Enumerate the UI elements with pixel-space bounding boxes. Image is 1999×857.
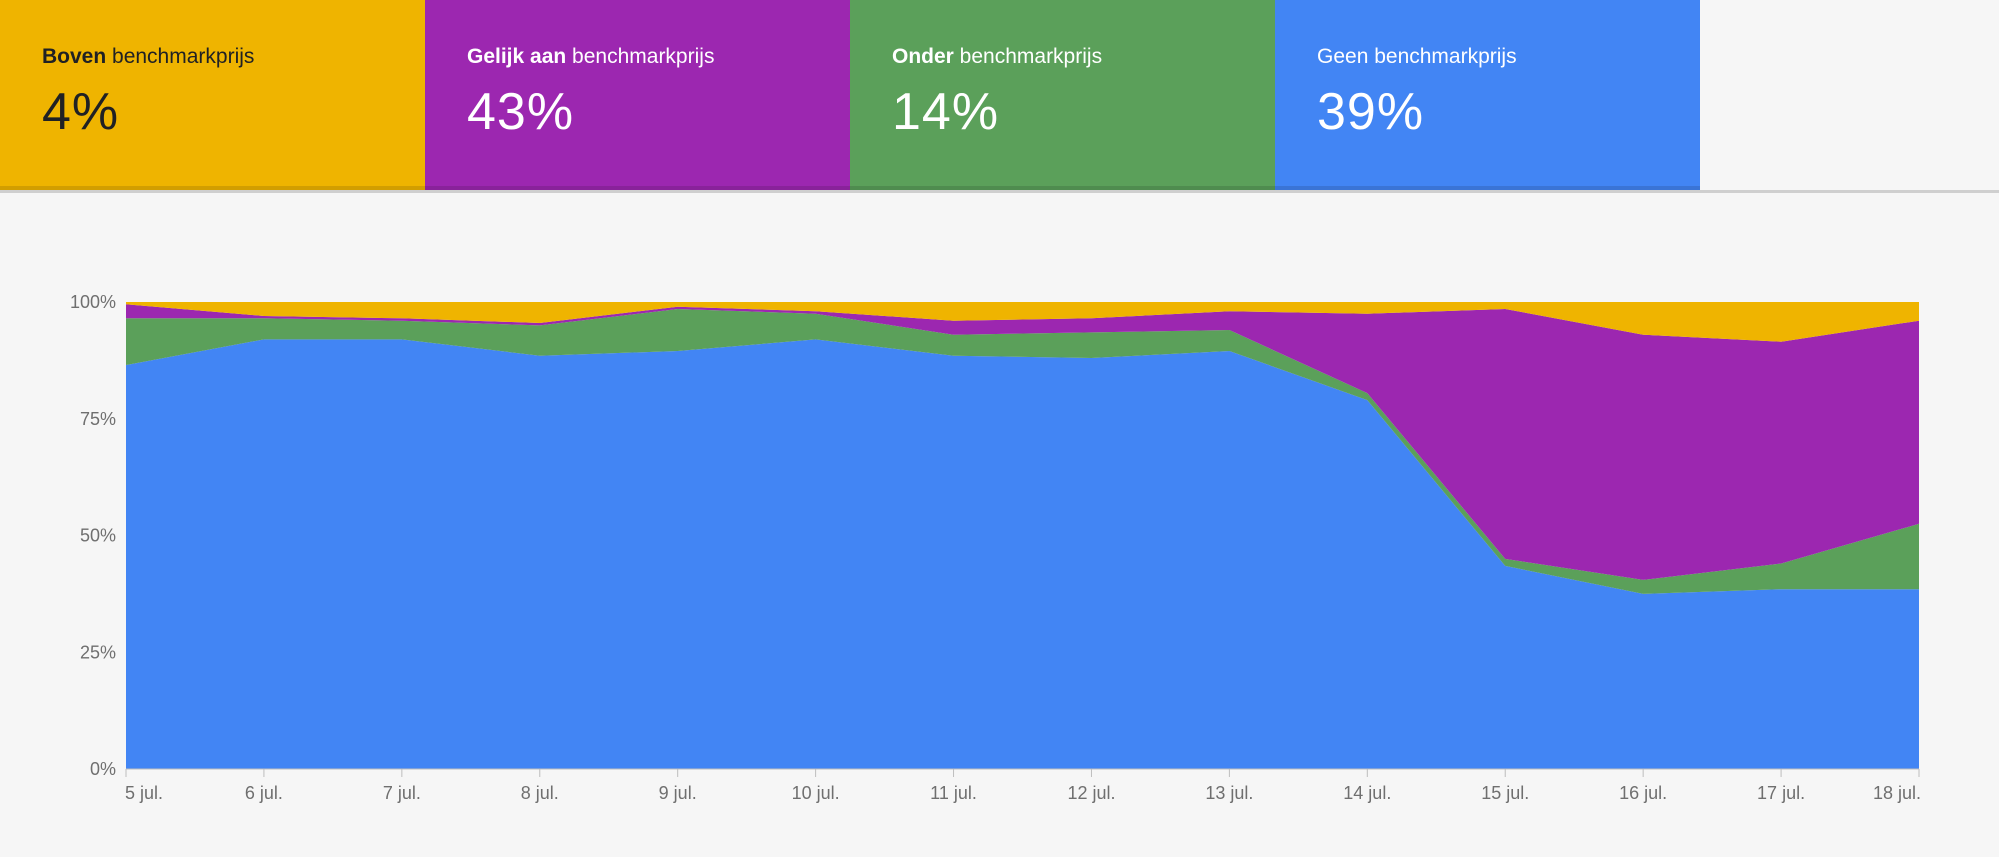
tile-above-benchmark[interactable]: Boven benchmarkprijs 4% <box>0 0 425 190</box>
area-equal <box>126 304 1919 580</box>
stacked-area-chart: 0% 25% 50% 75% 100% 5 jul. 6 jul. 7 jul. 8 jul. 9… <box>70 292 1921 803</box>
tile-none-value: 39% <box>1317 83 1425 141</box>
tiles-empty-space <box>1700 0 1999 190</box>
tile-equal-label: Gelijk aan benchmarkprijs <box>467 45 715 68</box>
tile-no-benchmark[interactable]: Geen benchmarkprijs 39% <box>1275 0 1700 190</box>
tile-equal-benchmark[interactable]: Gelijk aan benchmarkprijs 43% <box>425 0 850 190</box>
x-tick-label: 16 jul. <box>1619 783 1667 803</box>
x-tick-label: 9 jul. <box>659 783 697 803</box>
x-tick-label: 5 jul. <box>125 783 163 803</box>
tile-below-label: Onder benchmarkprijs <box>892 45 1103 68</box>
tile-above-label: Boven benchmarkprijs <box>42 45 255 68</box>
x-tick-label: 18 jul. <box>1873 783 1921 803</box>
x-tick-label: 8 jul. <box>521 783 559 803</box>
x-tick-label: 14 jul. <box>1343 783 1391 803</box>
x-tick-label: 15 jul. <box>1481 783 1529 803</box>
y-tick-label: 50% <box>80 526 116 546</box>
y-tick-label: 100% <box>70 292 116 312</box>
area-none <box>126 339 1919 769</box>
tile-none-label: Geen benchmarkprijs <box>1317 45 1517 68</box>
tile-below-benchmark[interactable]: Onder benchmarkprijs 14% <box>850 0 1275 190</box>
x-tick-label: 10 jul. <box>792 783 840 803</box>
x-tick-label: 13 jul. <box>1205 783 1253 803</box>
y-tick-label: 25% <box>80 642 116 662</box>
tile-equal-value: 43% <box>467 83 575 141</box>
x-tick-label: 6 jul. <box>245 783 283 803</box>
chart-areas <box>126 302 1919 769</box>
tile-above-value: 4% <box>42 83 120 141</box>
x-tick-label: 11 jul. <box>930 783 977 803</box>
x-tick-label: 12 jul. <box>1067 783 1115 803</box>
area-above <box>126 302 1919 342</box>
y-tick-label: 0% <box>90 759 116 779</box>
summary-tiles: Boven benchmarkprijs 4% Gelijk aan bench… <box>0 0 1999 193</box>
tile-below-value: 14% <box>892 83 1000 141</box>
x-tick-label: 7 jul. <box>383 783 421 803</box>
area-below <box>126 309 1919 594</box>
chart-axes: 0% 25% 50% 75% 100% 5 jul. 6 jul. 7 jul. 8 jul. 9… <box>70 292 1921 803</box>
y-tick-label: 75% <box>80 409 116 429</box>
x-tick-label: 17 jul. <box>1757 783 1805 803</box>
